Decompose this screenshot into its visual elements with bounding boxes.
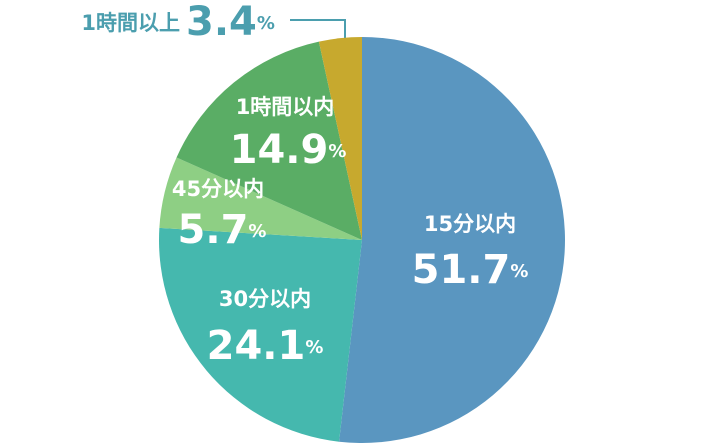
pie-slice bbox=[159, 157, 362, 240]
pie-slice bbox=[318, 37, 362, 240]
value-label: 5.7% bbox=[178, 207, 267, 253]
pie-slice bbox=[176, 41, 362, 241]
category-label: 1時間以内 bbox=[236, 95, 335, 119]
value-label: 3.4% bbox=[186, 0, 275, 45]
category-label: 45分以内 bbox=[172, 177, 264, 201]
value-label: 14.9% bbox=[230, 127, 347, 173]
value-label: 24.1% bbox=[207, 323, 324, 369]
category-label: 15分以内 bbox=[424, 212, 516, 236]
category-label: 1時間以上 bbox=[81, 11, 180, 35]
leader-line bbox=[290, 19, 346, 44]
pie-slice bbox=[339, 37, 565, 443]
value-label: 51.7% bbox=[412, 247, 529, 293]
category-label: 30分以内 bbox=[219, 287, 311, 311]
pie-slice bbox=[159, 227, 362, 442]
